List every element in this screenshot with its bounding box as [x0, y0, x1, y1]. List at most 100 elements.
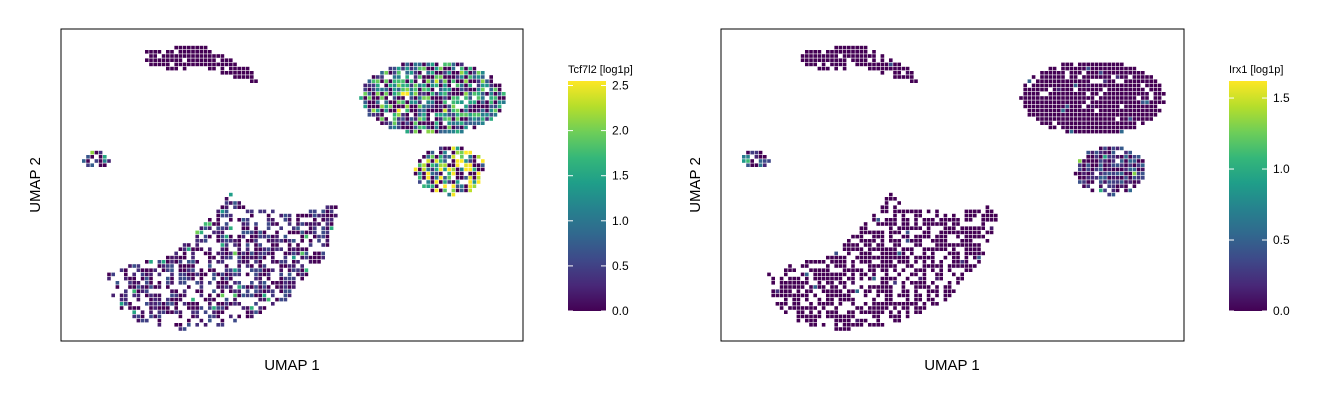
hex-cell [935, 276, 939, 281]
hex-cell [182, 255, 187, 260]
hex-cell [926, 218, 931, 222]
colorbar-tick-label: 0.0 [612, 304, 629, 318]
hex-cell [170, 260, 174, 264]
hex-cell [149, 310, 153, 314]
hex-cell [800, 54, 805, 58]
hex-cell [1090, 108, 1095, 113]
hex-cell [401, 113, 405, 117]
hex-cell [191, 297, 195, 302]
hex-cell [926, 255, 931, 260]
hex-cell [376, 100, 380, 104]
hex-cell [157, 314, 162, 319]
hex-cell [872, 54, 876, 58]
hex-cell [1115, 87, 1120, 92]
hex-cell [1069, 75, 1074, 79]
hex-cell [451, 104, 456, 109]
hex-cell [409, 125, 414, 130]
hex-cell [489, 108, 493, 113]
hex-cell [220, 58, 225, 62]
hex-cell [884, 264, 889, 268]
hex-cell [371, 113, 376, 117]
hex-cell [1107, 167, 1111, 172]
hex-cell [145, 302, 149, 306]
hex-cell [136, 318, 141, 323]
hex-cell [1036, 79, 1040, 83]
hex-cell [1082, 163, 1086, 167]
hex-cell [1057, 92, 1061, 96]
hex-cell [250, 230, 254, 235]
hex-cell [805, 276, 809, 281]
hex-cell [1141, 87, 1145, 92]
hex-cell [275, 243, 279, 247]
hex-cell [889, 234, 893, 239]
hex-cell [216, 213, 220, 218]
hex-cell [821, 62, 826, 67]
hex-cell [426, 66, 430, 71]
hex-cell [872, 234, 876, 239]
colorbar-tick-label: 1.0 [612, 214, 629, 228]
hex-cell [872, 314, 876, 319]
hex-cell [233, 272, 237, 277]
hex-cell [977, 230, 981, 235]
hex-cell [1099, 75, 1103, 79]
hex-cell [863, 222, 868, 226]
hex-cell [195, 314, 199, 319]
hex-cell [956, 222, 960, 226]
hex-cell [401, 121, 405, 125]
hex-cell [947, 268, 952, 272]
hex-cell [199, 268, 204, 272]
hex-cell [124, 289, 128, 293]
hex-cell [220, 255, 225, 260]
hex-cell [842, 243, 847, 247]
hex-cell [800, 281, 805, 285]
hex-cell [149, 297, 153, 302]
hex-cell [1094, 62, 1099, 67]
hex-cell [918, 234, 922, 239]
hex-cell [792, 302, 796, 306]
hex-cell [258, 306, 262, 310]
hex-cell [1061, 62, 1065, 67]
hex-cell [237, 71, 241, 75]
hex-cell [485, 100, 489, 104]
hex-cell [872, 297, 876, 302]
hex-cell [1107, 104, 1111, 109]
hex-cell [876, 285, 880, 289]
hex-cell [1099, 125, 1103, 130]
hex-cell [149, 260, 153, 264]
hex-cell [842, 247, 847, 251]
hex-cell [426, 83, 430, 88]
hex-cell [388, 83, 393, 88]
hex-cell [1120, 146, 1124, 151]
hex-cell [809, 285, 813, 289]
hex-cell [838, 293, 843, 298]
hex-cell [317, 260, 321, 264]
hex-cell [1078, 180, 1082, 184]
hex-cell [481, 104, 485, 109]
hex-cell [1120, 100, 1124, 104]
hex-cell [1094, 129, 1099, 134]
hex-cell [1052, 117, 1057, 121]
hex-cell [363, 87, 367, 92]
hex-cell [1073, 96, 1078, 100]
hex-cell [981, 222, 985, 226]
hex-cell [1023, 104, 1027, 109]
hex-cell [838, 302, 843, 306]
hex-cell [149, 54, 153, 58]
hex-cell [977, 226, 981, 230]
hex-cell [1031, 104, 1036, 109]
hex-cell [153, 268, 157, 272]
hex-cell [325, 205, 330, 209]
hex-cell [447, 121, 451, 125]
hex-cell [964, 247, 969, 251]
hex-cell [384, 92, 388, 96]
hex-cell [910, 209, 914, 214]
hex-cell [1052, 75, 1057, 79]
hex-cell [1132, 92, 1137, 96]
hex-cell [140, 276, 145, 281]
hex-cell [905, 293, 910, 298]
hex-cell [287, 251, 292, 256]
hex-cell [1086, 155, 1090, 159]
hex-cell [443, 62, 447, 67]
hex-cell [426, 180, 430, 184]
hex-cell [1128, 100, 1132, 104]
